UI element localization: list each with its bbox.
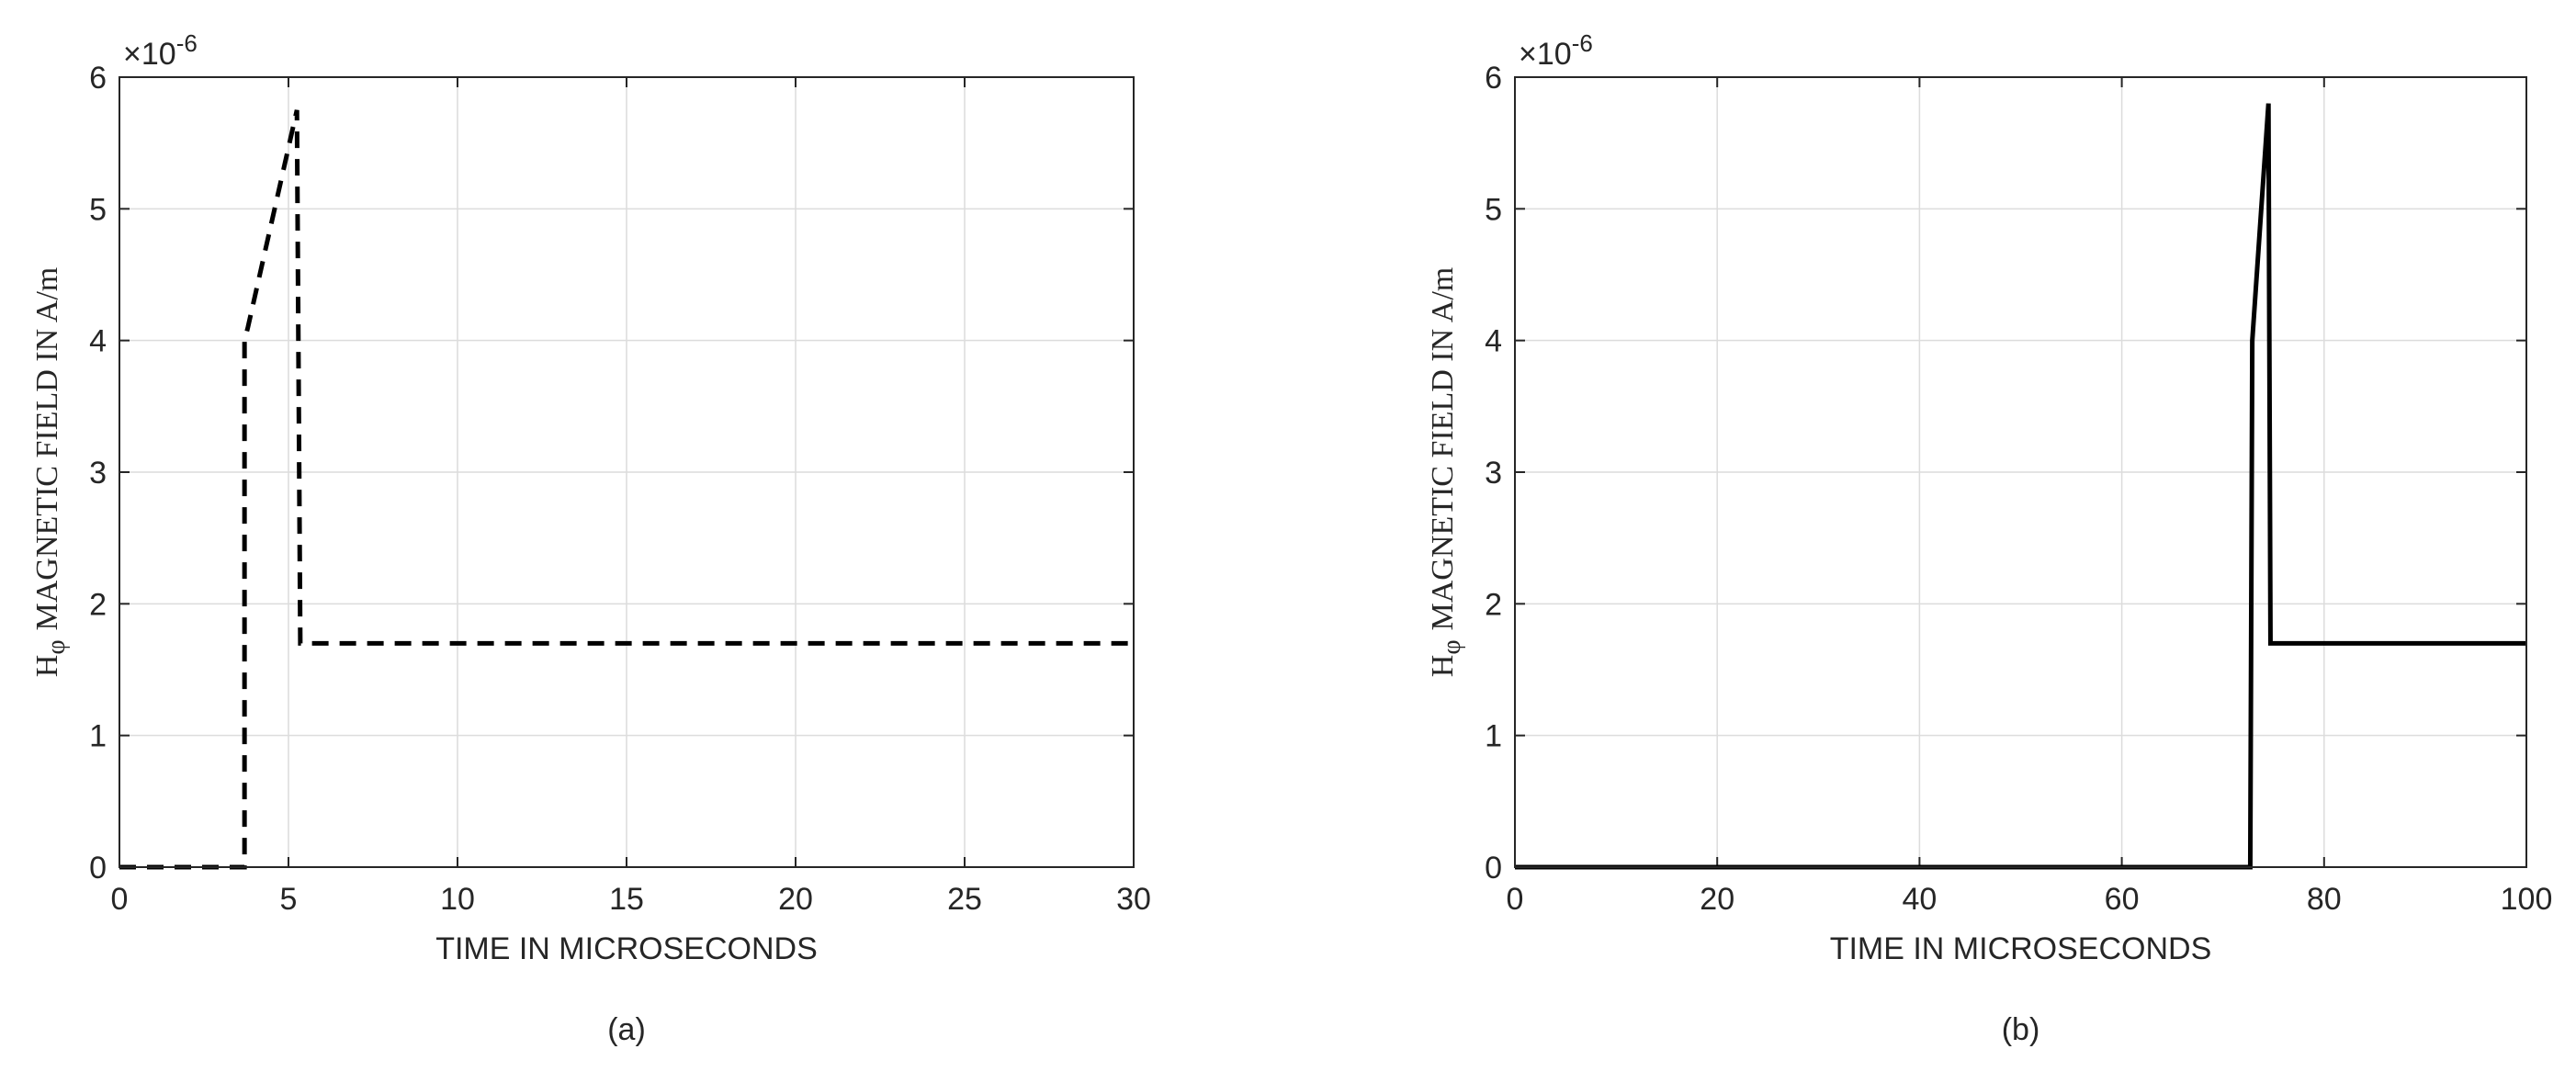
- x-tick-label: 80: [2307, 882, 2342, 917]
- x-tick-label: 60: [2105, 882, 2140, 917]
- y-tick-label: 6: [1485, 61, 1502, 96]
- y-multiplier: ×10-6: [1519, 29, 1593, 72]
- caption: (a): [607, 1012, 646, 1047]
- x-tick-label: 40: [1902, 882, 1937, 917]
- y-multiplier-base: ×10: [123, 37, 176, 72]
- axes-box: [119, 76, 1135, 868]
- y-tick-label: 3: [89, 456, 107, 491]
- y-tick-label: 1: [1485, 719, 1502, 754]
- x-tick-label: 10: [440, 882, 475, 917]
- y-label-subscript: φ: [42, 639, 71, 654]
- y-tick-label: 2: [1485, 587, 1502, 622]
- y-tick-label: 5: [89, 192, 107, 227]
- y-multiplier-exponent: -6: [1572, 29, 1593, 57]
- y-label-subscript: φ: [1438, 639, 1466, 654]
- y-label-text: MAGNETIC FIELD IN A/m: [30, 267, 64, 631]
- y-tick-label: 3: [1485, 456, 1502, 491]
- y-tick-label: 6: [89, 61, 107, 96]
- y-tick-label: 0: [89, 851, 107, 886]
- caption: (b): [2002, 1012, 2040, 1047]
- x-axis-label: TIME IN MICROSECONDS: [1830, 931, 2212, 966]
- y-tick-label: 1: [89, 719, 107, 754]
- y-tick-label: 5: [1485, 192, 1502, 227]
- x-tick-label: 15: [609, 882, 644, 917]
- panel: 0 1 2 3 4 5 6 0 5 10 15 20 25 30 ×10-6 TIME IN MICROSEC…: [30, 29, 1151, 1047]
- y-axis-label: Hφ MAGNETIC FIELD IN A/m: [1426, 267, 1466, 677]
- y-tick-label: 4: [89, 324, 107, 359]
- y-label-text: MAGNETIC FIELD IN A/m: [1426, 267, 1460, 631]
- x-tick-label: 25: [947, 882, 982, 917]
- x-tick-label: 30: [1116, 882, 1151, 917]
- y-multiplier: ×10-6: [123, 29, 198, 72]
- axes-box: [1514, 76, 2527, 868]
- y-tick-label: 0: [1485, 851, 1502, 886]
- y-label-symbol: H: [30, 655, 64, 678]
- x-tick-label: 20: [778, 882, 813, 917]
- y-multiplier-base: ×10: [1519, 37, 1572, 72]
- x-tick-label: 100: [2501, 882, 2553, 917]
- x-tick-label: 0: [111, 882, 129, 917]
- y-label-symbol: H: [1426, 655, 1460, 678]
- x-tick-label: 20: [1700, 882, 1734, 917]
- x-tick-label: 0: [1507, 882, 1524, 917]
- y-axis-label: Hφ MAGNETIC FIELD IN A/m: [30, 267, 71, 677]
- y-tick-label: 2: [89, 587, 107, 622]
- x-axis-label: TIME IN MICROSECONDS: [435, 931, 818, 966]
- y-tick-label: 4: [1485, 324, 1502, 359]
- x-tick-label: 5: [280, 882, 298, 917]
- y-multiplier-exponent: -6: [176, 29, 198, 57]
